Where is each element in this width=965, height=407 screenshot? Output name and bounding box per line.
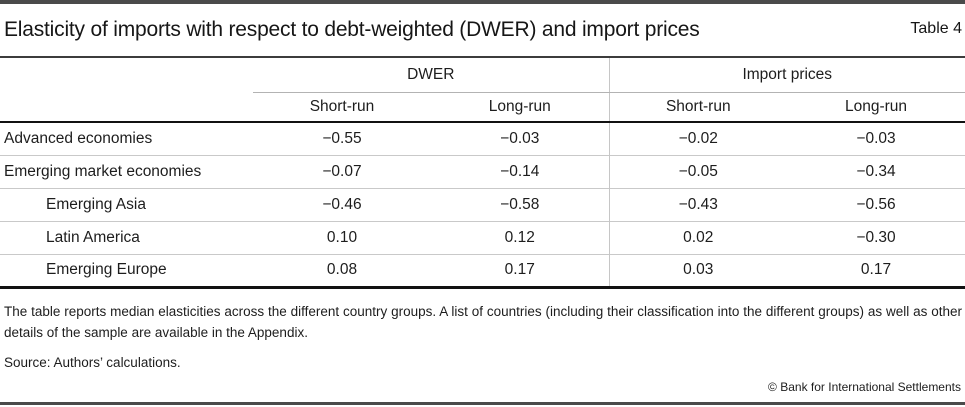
corner-cell <box>0 92 253 123</box>
cell-value: −0.56 <box>787 187 965 221</box>
row-label: Latin America <box>0 220 253 254</box>
cell-value: −0.58 <box>431 187 610 221</box>
cell-value: −0.07 <box>253 154 431 188</box>
import-short-run-header: Short-run <box>608 92 788 123</box>
cell-value: −0.02 <box>608 122 788 155</box>
row-label: Emerging Asia <box>0 187 253 221</box>
table-row-emerging-europe: Emerging Europe 0.08 0.17 0.03 0.17 <box>0 253 965 289</box>
cell-value: 0.03 <box>608 253 788 289</box>
cell-value: −0.30 <box>787 220 965 254</box>
cell-value: 0.10 <box>253 220 431 254</box>
cell-value: −0.05 <box>608 154 788 188</box>
column-subheader-row: Short-run Long-run Short-run Long-run <box>0 92 965 123</box>
cell-value: −0.34 <box>787 154 965 188</box>
column-group-header-row: DWER Import prices <box>0 58 965 93</box>
title-row: Elasticity of imports with respect to de… <box>0 4 965 56</box>
cell-value: 0.17 <box>431 253 610 289</box>
row-label: Advanced economies <box>4 129 153 147</box>
copyright-notice: © Bank for International Settlements <box>768 380 961 394</box>
cell-value: −0.55 <box>322 129 362 147</box>
group-header-import-prices: Import prices <box>608 58 965 93</box>
table-row-emerging-asia: Emerging Asia −0.46 −0.58 −0.43 −0.56 <box>0 187 965 221</box>
cell-value: −0.03 <box>856 129 896 147</box>
table-row-advanced-economies: Advanced economies −0.55 −0.03 −0.02 −0.… <box>0 122 965 155</box>
cell-value: −0.03 <box>500 129 540 147</box>
row-label: Emerging Europe <box>0 253 253 289</box>
import-long-run-header: Long-run <box>787 92 965 123</box>
table-row-latin-america: Latin America 0.10 0.12 0.02 −0.30 <box>0 220 965 254</box>
cell-value: 0.02 <box>608 220 788 254</box>
row-label: Emerging market economies <box>0 154 253 188</box>
page-title: Elasticity of imports with respect to de… <box>4 18 700 41</box>
cell-value: 0.08 <box>253 253 431 289</box>
corner-cell <box>0 58 253 92</box>
cell-value: −0.43 <box>608 187 788 221</box>
bottom-rule <box>0 402 965 405</box>
cell-value: 0.12 <box>431 220 610 254</box>
table-number-label: Table 4 <box>910 20 962 37</box>
cell-value: 0.17 <box>787 253 965 289</box>
table-row-emerging-market-economies: Emerging market economies −0.07 −0.14 −0… <box>0 154 965 188</box>
source-note: Source: Authors’ calculations. <box>4 354 181 370</box>
cell-value: −0.14 <box>431 154 610 188</box>
title-rule <box>0 56 965 58</box>
group-header-dwer: DWER <box>253 58 610 93</box>
dwer-long-run-header: Long-run <box>431 92 610 123</box>
cell-value: −0.46 <box>253 187 431 221</box>
dwer-short-run-header: Short-run <box>253 92 431 123</box>
table-footnote: The table reports median elasticities ac… <box>4 303 962 341</box>
elasticity-table: DWER Import prices Short-run Long-run Sh… <box>0 58 965 289</box>
top-rule <box>0 0 965 4</box>
